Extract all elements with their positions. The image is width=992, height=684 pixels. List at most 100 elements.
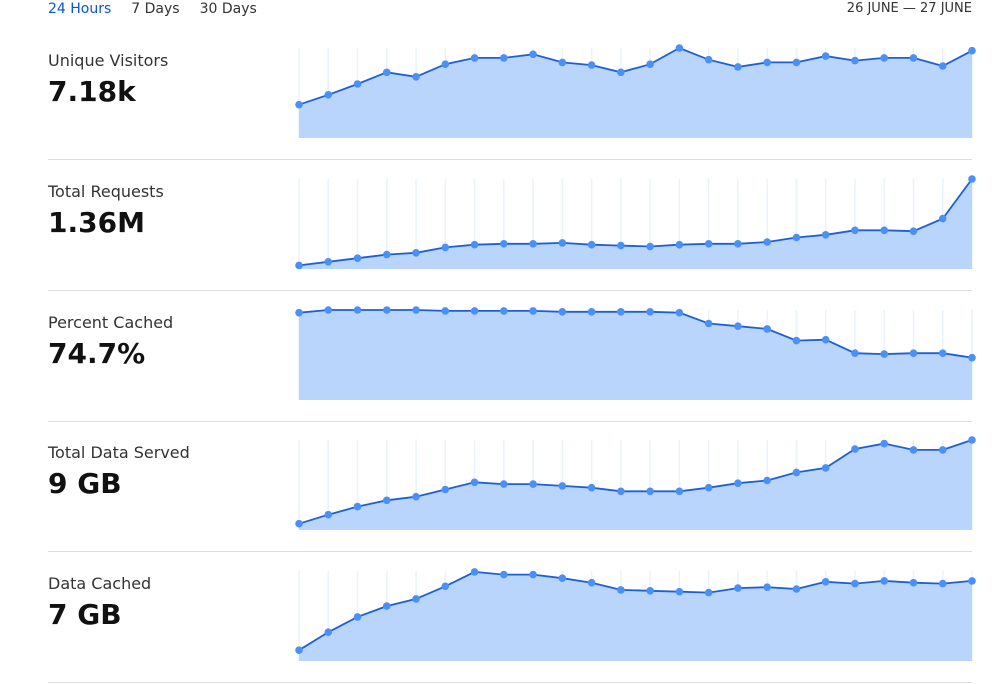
- data-point[interactable]: [880, 350, 889, 358]
- data-point[interactable]: [968, 436, 976, 444]
- data-point[interactable]: [880, 577, 889, 585]
- data-point[interactable]: [324, 91, 333, 99]
- data-point[interactable]: [441, 243, 450, 252]
- data-point[interactable]: [500, 307, 508, 315]
- data-point[interactable]: [441, 307, 450, 315]
- data-point[interactable]: [675, 240, 684, 249]
- data-point[interactable]: [734, 63, 742, 71]
- data-point[interactable]: [880, 226, 889, 235]
- data-point[interactable]: [617, 241, 625, 250]
- data-point[interactable]: [587, 61, 596, 69]
- data-point[interactable]: [792, 58, 801, 67]
- data-point[interactable]: [821, 578, 830, 586]
- data-point[interactable]: [587, 308, 596, 316]
- data-point[interactable]: [792, 468, 801, 477]
- data-point[interactable]: [441, 582, 450, 591]
- data-point[interactable]: [704, 319, 713, 328]
- data-point[interactable]: [821, 464, 830, 472]
- data-point[interactable]: [938, 349, 947, 357]
- data-point[interactable]: [529, 570, 537, 579]
- data-point[interactable]: [617, 308, 625, 316]
- data-point[interactable]: [470, 478, 479, 487]
- data-point[interactable]: [675, 487, 684, 496]
- data-point[interactable]: [646, 60, 654, 68]
- data-point[interactable]: [441, 485, 450, 494]
- data-point[interactable]: [353, 613, 362, 621]
- data-point[interactable]: [353, 306, 362, 314]
- data-point[interactable]: [968, 46, 976, 55]
- data-point[interactable]: [529, 240, 537, 248]
- data-point[interactable]: [938, 446, 947, 454]
- data-point[interactable]: [441, 60, 450, 68]
- data-point[interactable]: [617, 586, 625, 594]
- data-point[interactable]: [558, 574, 567, 582]
- data-point[interactable]: [470, 240, 479, 249]
- data-point[interactable]: [500, 570, 508, 579]
- data-point[interactable]: [880, 54, 889, 62]
- data-point[interactable]: [587, 240, 596, 249]
- data-point[interactable]: [617, 68, 625, 77]
- tab-7-days[interactable]: 7 Days: [131, 1, 180, 17]
- data-point[interactable]: [704, 240, 713, 248]
- data-point[interactable]: [938, 214, 947, 223]
- data-point[interactable]: [968, 577, 976, 585]
- data-point[interactable]: [646, 242, 654, 251]
- data-point[interactable]: [529, 307, 537, 315]
- data-point[interactable]: [382, 496, 391, 505]
- data-point[interactable]: [382, 68, 391, 77]
- data-point[interactable]: [529, 50, 537, 59]
- data-point[interactable]: [412, 73, 420, 81]
- data-point[interactable]: [734, 322, 742, 330]
- data-point[interactable]: [646, 308, 654, 316]
- data-point[interactable]: [382, 602, 391, 610]
- data-point[interactable]: [324, 628, 333, 636]
- data-point[interactable]: [704, 55, 713, 64]
- tab-30-days[interactable]: 30 Days: [199, 1, 257, 17]
- data-point[interactable]: [295, 646, 303, 654]
- data-point[interactable]: [353, 254, 362, 262]
- data-point[interactable]: [295, 100, 303, 109]
- data-point[interactable]: [763, 583, 771, 591]
- data-point[interactable]: [558, 239, 567, 247]
- data-point[interactable]: [734, 240, 742, 248]
- data-point[interactable]: [295, 519, 303, 528]
- data-point[interactable]: [763, 325, 771, 333]
- data-point[interactable]: [909, 54, 918, 62]
- data-point[interactable]: [500, 480, 508, 488]
- data-point[interactable]: [470, 307, 479, 315]
- data-point[interactable]: [646, 587, 654, 595]
- data-point[interactable]: [617, 487, 625, 496]
- data-point[interactable]: [851, 579, 859, 588]
- data-point[interactable]: [909, 227, 918, 235]
- data-point[interactable]: [938, 579, 947, 588]
- data-point[interactable]: [821, 335, 830, 344]
- data-point[interactable]: [734, 479, 742, 487]
- data-point[interactable]: [353, 80, 362, 88]
- data-point[interactable]: [324, 306, 333, 314]
- data-point[interactable]: [851, 226, 859, 235]
- data-point[interactable]: [821, 231, 830, 239]
- data-point[interactable]: [792, 233, 801, 242]
- data-point[interactable]: [412, 306, 420, 314]
- data-point[interactable]: [470, 568, 479, 576]
- data-point[interactable]: [587, 483, 596, 492]
- data-point[interactable]: [382, 306, 391, 314]
- data-point[interactable]: [968, 353, 976, 362]
- data-point[interactable]: [412, 492, 420, 501]
- data-point[interactable]: [675, 44, 684, 52]
- data-point[interactable]: [821, 52, 830, 60]
- data-point[interactable]: [412, 595, 420, 603]
- tab-24-hours[interactable]: 24 Hours: [48, 1, 112, 17]
- data-point[interactable]: [909, 349, 918, 357]
- data-point[interactable]: [646, 487, 654, 496]
- data-point[interactable]: [295, 308, 303, 317]
- data-point[interactable]: [500, 54, 508, 62]
- data-point[interactable]: [704, 588, 713, 597]
- data-point[interactable]: [763, 238, 771, 246]
- data-point[interactable]: [968, 175, 976, 183]
- data-point[interactable]: [295, 261, 303, 270]
- data-point[interactable]: [324, 510, 333, 519]
- data-point[interactable]: [470, 54, 479, 62]
- data-point[interactable]: [909, 578, 918, 587]
- data-point[interactable]: [558, 308, 567, 316]
